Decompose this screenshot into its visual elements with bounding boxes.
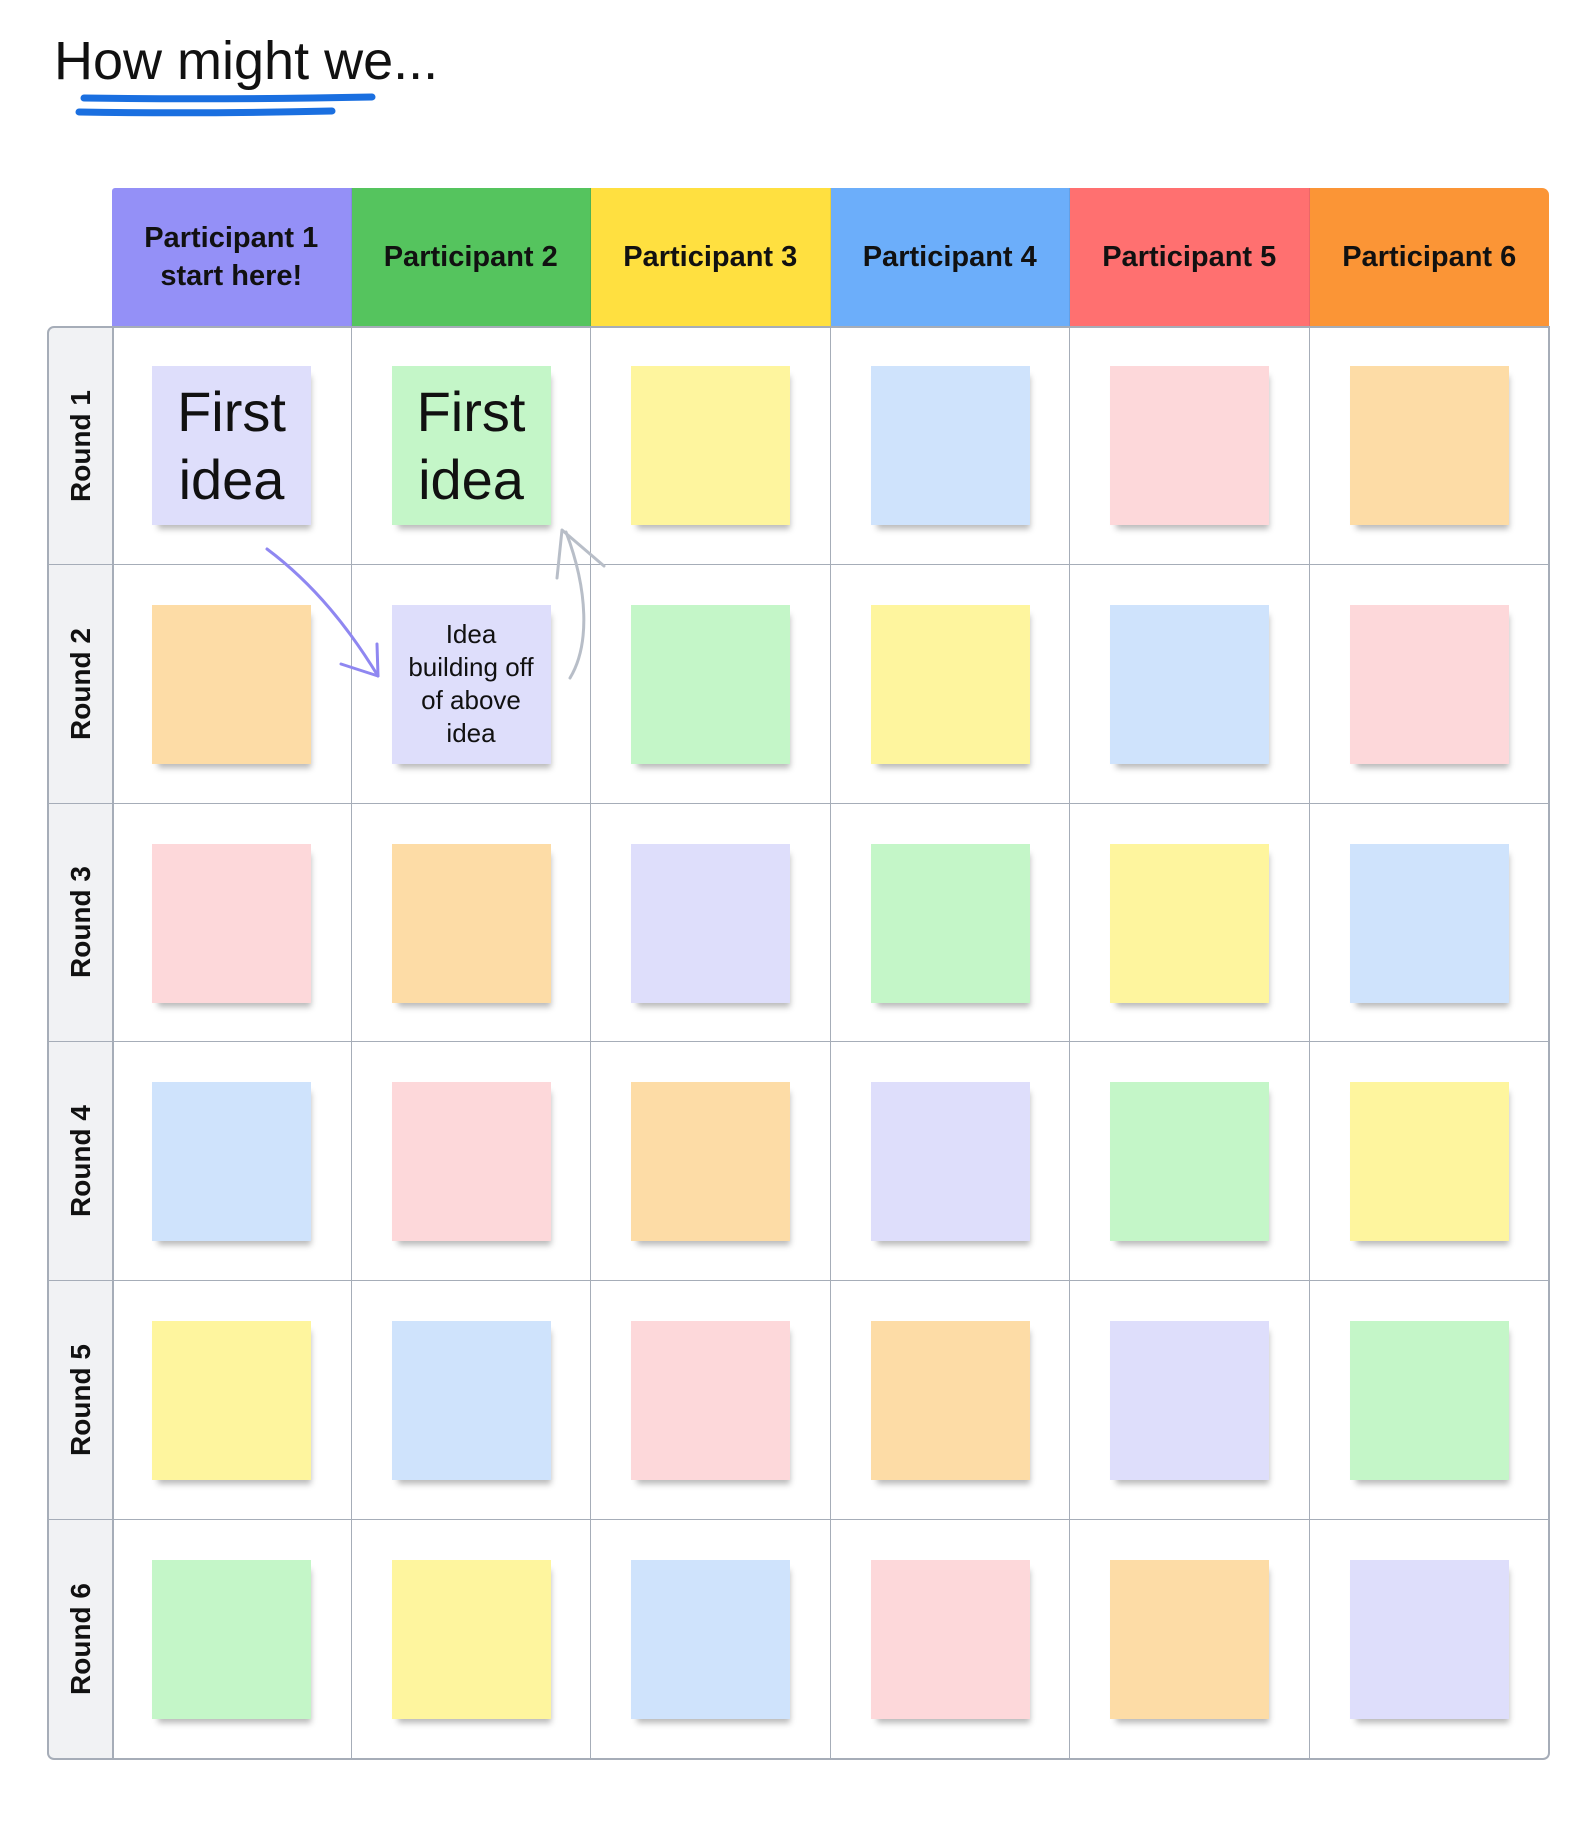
sticky-note[interactable] <box>631 604 790 764</box>
sticky-note[interactable] <box>870 1560 1030 1719</box>
sticky-note[interactable] <box>1110 604 1269 764</box>
participant-header-5: Participant 5 <box>1070 188 1310 326</box>
sticky-note[interactable] <box>1110 1321 1269 1481</box>
participant-label: Participant 4 <box>862 241 1037 273</box>
sticky-note[interactable] <box>1349 1321 1509 1481</box>
round-label-1: Round 1 <box>47 326 114 566</box>
sticky-note[interactable] <box>152 843 311 1003</box>
participant-label: Participant 5 <box>1102 241 1277 273</box>
sticky-note[interactable] <box>631 1560 790 1719</box>
round-label-text: Round 6 <box>64 1582 96 1695</box>
round-label-text: Round 5 <box>64 1344 96 1457</box>
sticky-note[interactable] <box>391 843 551 1003</box>
participant-header-1: Participant 1 start here! <box>112 188 352 326</box>
sticky-note-text: First idea <box>177 379 286 511</box>
sticky-note[interactable] <box>870 604 1030 764</box>
sticky-note[interactable]: First idea <box>391 366 551 525</box>
sticky-note-text: Idea building off of above idea <box>408 619 534 749</box>
sticky-note[interactable] <box>870 1321 1030 1481</box>
sticky-note[interactable] <box>631 366 790 525</box>
round-label-5: Round 5 <box>47 1281 114 1521</box>
participant-header-2: Participant 2 <box>351 188 591 326</box>
sticky-note[interactable] <box>1349 1560 1509 1719</box>
sticky-note[interactable] <box>1349 604 1509 764</box>
sticky-note[interactable] <box>1349 843 1509 1003</box>
round-label-4: Round 4 <box>47 1042 114 1283</box>
round-label-text: Round 2 <box>64 627 96 740</box>
participant-label: Participant 6 <box>1342 241 1517 273</box>
participant-label: Participant 1 start here! <box>144 222 319 292</box>
sticky-note[interactable] <box>870 1082 1030 1242</box>
participant-label: Participant 3 <box>623 241 798 273</box>
sticky-note[interactable] <box>1349 366 1509 525</box>
sticky-note[interactable] <box>152 1560 311 1719</box>
sticky-note[interactable] <box>631 1082 790 1242</box>
participant-header-6: Participant 6 <box>1309 188 1549 326</box>
round-label-2: Round 2 <box>47 564 114 805</box>
round-label-text: Round 1 <box>64 389 96 502</box>
round-label-text: Round 4 <box>64 1105 96 1218</box>
round-label-6: Round 6 <box>47 1520 114 1760</box>
sticky-note[interactable] <box>1110 366 1269 525</box>
sticky-note[interactable] <box>152 1321 311 1481</box>
participant-header-3: Participant 3 <box>591 188 831 326</box>
sticky-note[interactable] <box>870 366 1030 525</box>
participant-label: Participant 2 <box>383 241 558 273</box>
sticky-note-text: First idea <box>416 379 526 511</box>
sticky-note[interactable]: First idea <box>152 366 311 525</box>
sticky-note[interactable] <box>631 1321 790 1481</box>
sticky-note[interactable] <box>152 1082 311 1242</box>
sticky-note[interactable] <box>391 1082 551 1242</box>
sticky-note[interactable] <box>631 843 790 1003</box>
sticky-note[interactable] <box>870 843 1030 1003</box>
round-label-3: Round 3 <box>47 803 114 1044</box>
page-title: How might we... <box>54 31 439 91</box>
sticky-note[interactable] <box>1110 843 1269 1003</box>
participant-header-4: Participant 4 <box>830 188 1070 326</box>
sticky-note[interactable] <box>1349 1082 1509 1242</box>
sticky-note[interactable] <box>152 604 311 764</box>
sticky-note[interactable]: Idea building off of above idea <box>391 604 551 764</box>
sticky-note[interactable] <box>391 1560 551 1719</box>
sticky-note[interactable] <box>391 1321 551 1481</box>
round-label-text: Round 3 <box>64 866 96 979</box>
sticky-note[interactable] <box>1110 1560 1269 1719</box>
sticky-note[interactable] <box>1110 1082 1269 1242</box>
